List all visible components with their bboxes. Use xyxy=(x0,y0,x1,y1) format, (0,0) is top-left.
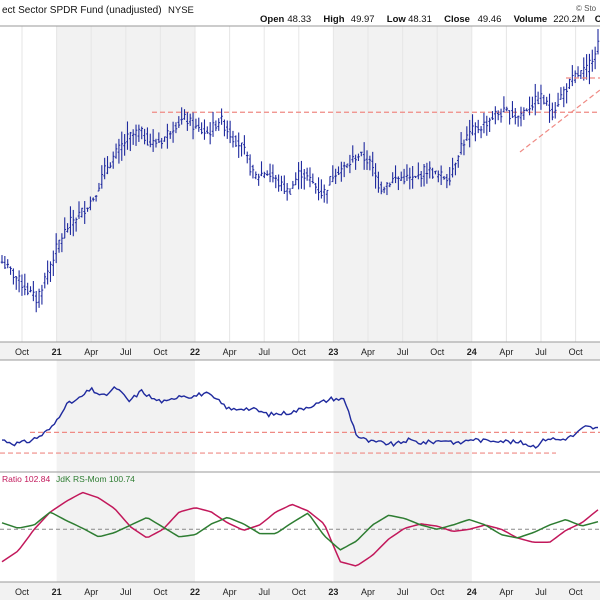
x-tick-label: Jul xyxy=(397,347,409,357)
stat-label: Open xyxy=(260,14,284,25)
stat-label: High xyxy=(323,14,344,25)
x-tick-label: Jul xyxy=(120,347,132,357)
x-tick-label: Apr xyxy=(361,587,375,597)
x-tick-label: 24 xyxy=(467,347,477,357)
stat-label: Chg xyxy=(595,14,600,25)
ohlc-stats: Open 48.33 High 49.97 Low 48.31 Close 49.46 Volu… xyxy=(260,14,600,25)
x-tick-label: Apr xyxy=(223,347,237,357)
x-tick-label: Oct xyxy=(569,587,584,597)
year-shading xyxy=(56,360,195,472)
rs-support-lines xyxy=(0,431,600,454)
stat-value: 49.97 xyxy=(351,14,375,25)
x-tick-label: 23 xyxy=(328,347,338,357)
stat-label: Close xyxy=(444,14,470,25)
x-tick-label: Apr xyxy=(499,347,513,357)
x-tick-label: 21 xyxy=(52,347,62,357)
x-tick-label: Jul xyxy=(120,587,132,597)
rs-line-path xyxy=(2,386,599,449)
x-tick-label: Apr xyxy=(361,347,375,357)
x-tick-label: Oct xyxy=(15,347,30,357)
stat-value: 220.2M xyxy=(553,14,585,25)
x-tick-label: 22 xyxy=(190,347,200,357)
x-axis-band-bottom xyxy=(0,582,600,600)
x-tick-label: Oct xyxy=(430,587,445,597)
copyright-label: © Sto xyxy=(576,4,597,13)
rs-line xyxy=(2,386,599,449)
x-tick-label: Jul xyxy=(258,347,270,357)
x-axis-top: Oct 21 Apr Jul Oct 22 Apr Jul Oct 23 Apr Jul Oct 24 Ap… xyxy=(15,347,583,357)
trend-line xyxy=(519,89,600,153)
x-tick-label: 24 xyxy=(467,587,477,597)
x-tick-label: Oct xyxy=(292,347,307,357)
jdk-lines xyxy=(1,491,599,567)
x-tick-label: Oct xyxy=(430,347,445,357)
x-tick-label: Jul xyxy=(258,587,270,597)
price-trendline xyxy=(519,77,600,153)
x-axis-bottom: Oct 21 Apr Jul Oct 22 Apr Jul Oct 23 Apr Jul Oct 24 Ap… xyxy=(15,587,583,597)
exchange-label: NYSE xyxy=(168,5,194,16)
legend-ratio: Ratio 102.84 xyxy=(2,474,50,484)
x-tick-label: Apr xyxy=(499,587,513,597)
x-tick-label: Oct xyxy=(569,347,584,357)
x-tick-label: 23 xyxy=(328,587,338,597)
jdk-ratio-line xyxy=(1,491,599,567)
x-axis-band-top xyxy=(0,342,600,360)
stat-value: 48.31 xyxy=(408,14,432,25)
x-tick-label: Jul xyxy=(535,347,547,357)
x-tick-label: Oct xyxy=(15,587,30,597)
jdk-momentum-line xyxy=(1,511,599,551)
stat-value: 49.46 xyxy=(478,14,502,25)
stat-label: Volume xyxy=(514,14,548,25)
x-tick-label: Apr xyxy=(84,587,98,597)
x-tick-label: Oct xyxy=(153,587,168,597)
x-tick-label: Oct xyxy=(292,587,307,597)
x-tick-label: 22 xyxy=(190,587,200,597)
header-bar xyxy=(0,0,600,26)
legend-momentum: JdK RS-Mom 100.74 xyxy=(56,474,135,484)
stat-label: Low xyxy=(387,14,407,25)
price-bars xyxy=(0,29,600,313)
x-tick-label: Jul xyxy=(397,587,409,597)
stat-value: 48.33 xyxy=(287,14,311,25)
x-tick-label: Jul xyxy=(535,587,547,597)
chart-title: ect Sector SPDR Fund (unadjusted) xyxy=(2,5,162,16)
x-tick-label: Apr xyxy=(84,347,98,357)
year-shading xyxy=(333,360,472,472)
x-tick-label: Oct xyxy=(153,347,168,357)
x-tick-label: 21 xyxy=(52,587,62,597)
year-shading xyxy=(333,472,472,582)
x-tick-label: Apr xyxy=(223,587,237,597)
